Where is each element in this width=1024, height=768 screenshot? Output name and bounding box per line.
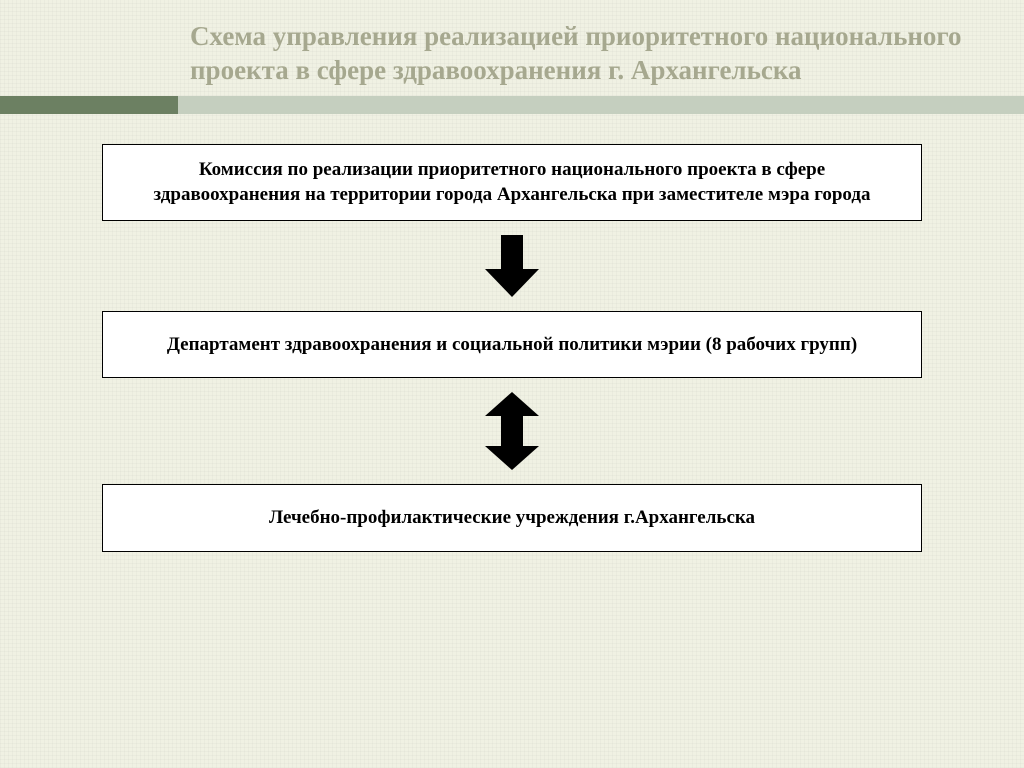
accent-band-light: [178, 96, 1024, 114]
accent-band: [0, 96, 1024, 114]
flowchart-area: Комиссия по реализации приоритетного нац…: [0, 114, 1024, 553]
slide-title-area: Схема управления реализацией приоритетно…: [0, 0, 1024, 96]
accent-band-dark: [0, 96, 178, 114]
flowchart-edge-down: [70, 235, 954, 297]
slide-title: Схема управления реализацией приоритетно…: [190, 20, 964, 88]
arrow-updown-icon: [485, 392, 539, 470]
flowchart-node-institutions: Лечебно-профилактические учреждения г.Ар…: [102, 484, 922, 552]
flowchart-node-department: Департамент здравоохранения и социальной…: [102, 311, 922, 379]
flowchart-edge-double: [70, 392, 954, 470]
flowchart-node-commission: Комиссия по реализации приоритетного нац…: [102, 144, 922, 221]
arrow-down-icon: [485, 235, 539, 297]
